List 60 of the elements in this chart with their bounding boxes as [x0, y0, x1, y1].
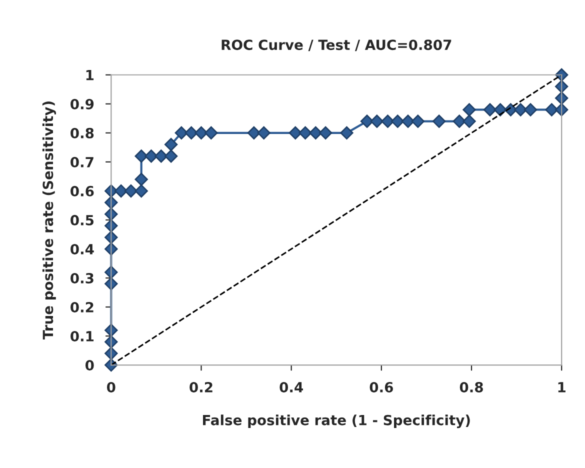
- point: [432, 114, 446, 128]
- point: [104, 277, 118, 290]
- point: [340, 126, 354, 140]
- point: [452, 114, 466, 128]
- point: [104, 335, 118, 348]
- y-tick-label: 0.3: [70, 272, 94, 284]
- point: [411, 114, 424, 128]
- point: [288, 126, 302, 140]
- point: [184, 126, 198, 140]
- point: [104, 208, 118, 221]
- point: [104, 242, 118, 256]
- point: [194, 126, 208, 140]
- y-tick-label: 0.8: [70, 128, 94, 138]
- point: [514, 103, 528, 116]
- point: [401, 114, 415, 128]
- point: [174, 126, 188, 140]
- x-axis-title: False positive rate (1 - Specificity): [203, 414, 470, 428]
- point: [144, 150, 158, 163]
- point: [164, 138, 178, 152]
- y-tick-label: 0.6: [70, 186, 94, 196]
- point: [104, 324, 118, 337]
- y-tick-label: 0.9: [70, 98, 94, 110]
- point: [124, 184, 138, 198]
- chart-title: ROC Curve / Test / AUC=0.807: [222, 40, 452, 52]
- point: [483, 103, 497, 116]
- x-tick-label: 0.6: [370, 382, 393, 392]
- x-tick-label: 0.2: [190, 382, 212, 392]
- point: [204, 126, 218, 140]
- y-tick-label: 0: [85, 360, 94, 371]
- y-tick-label: 0.4: [70, 244, 94, 254]
- point: [391, 114, 404, 128]
- point: [298, 126, 312, 140]
- y-tick-label: 0.7: [70, 156, 94, 168]
- point: [318, 126, 332, 140]
- point: [545, 103, 558, 116]
- point: [134, 172, 148, 186]
- point: [462, 114, 476, 128]
- y-tick-label: 0.5: [70, 214, 94, 226]
- x-tick-label: 0.4: [280, 382, 303, 392]
- point: [462, 103, 476, 116]
- point: [257, 126, 270, 140]
- y-tick-label: 0.2: [70, 302, 94, 312]
- point: [154, 150, 168, 163]
- point: [360, 114, 374, 128]
- x-tick-label: 0.8: [460, 382, 483, 392]
- point: [104, 266, 118, 279]
- point: [309, 126, 322, 140]
- point: [134, 184, 148, 198]
- point: [381, 114, 394, 128]
- point: [370, 114, 384, 128]
- x-tick-label: 0: [106, 382, 116, 392]
- point: [164, 150, 178, 163]
- y-tick-label: 0.1: [70, 330, 94, 342]
- point: [247, 126, 261, 140]
- y-tick-label: 1: [86, 70, 94, 80]
- point: [524, 103, 538, 116]
- x-tick-label: 1: [558, 382, 566, 392]
- y-axis-title: True positive rate (Sensitivity): [42, 102, 56, 340]
- point: [134, 150, 148, 163]
- point: [114, 184, 128, 198]
